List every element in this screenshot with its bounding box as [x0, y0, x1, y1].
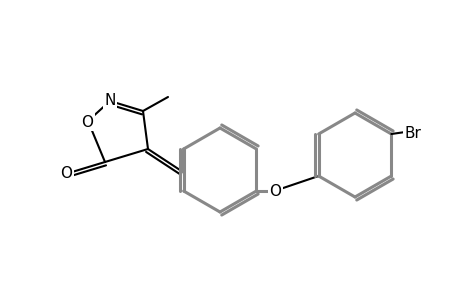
Text: O: O	[269, 184, 281, 200]
Text: Br: Br	[404, 125, 421, 140]
Text: N: N	[104, 92, 115, 107]
Text: O: O	[60, 166, 72, 181]
Text: O: O	[81, 115, 93, 130]
